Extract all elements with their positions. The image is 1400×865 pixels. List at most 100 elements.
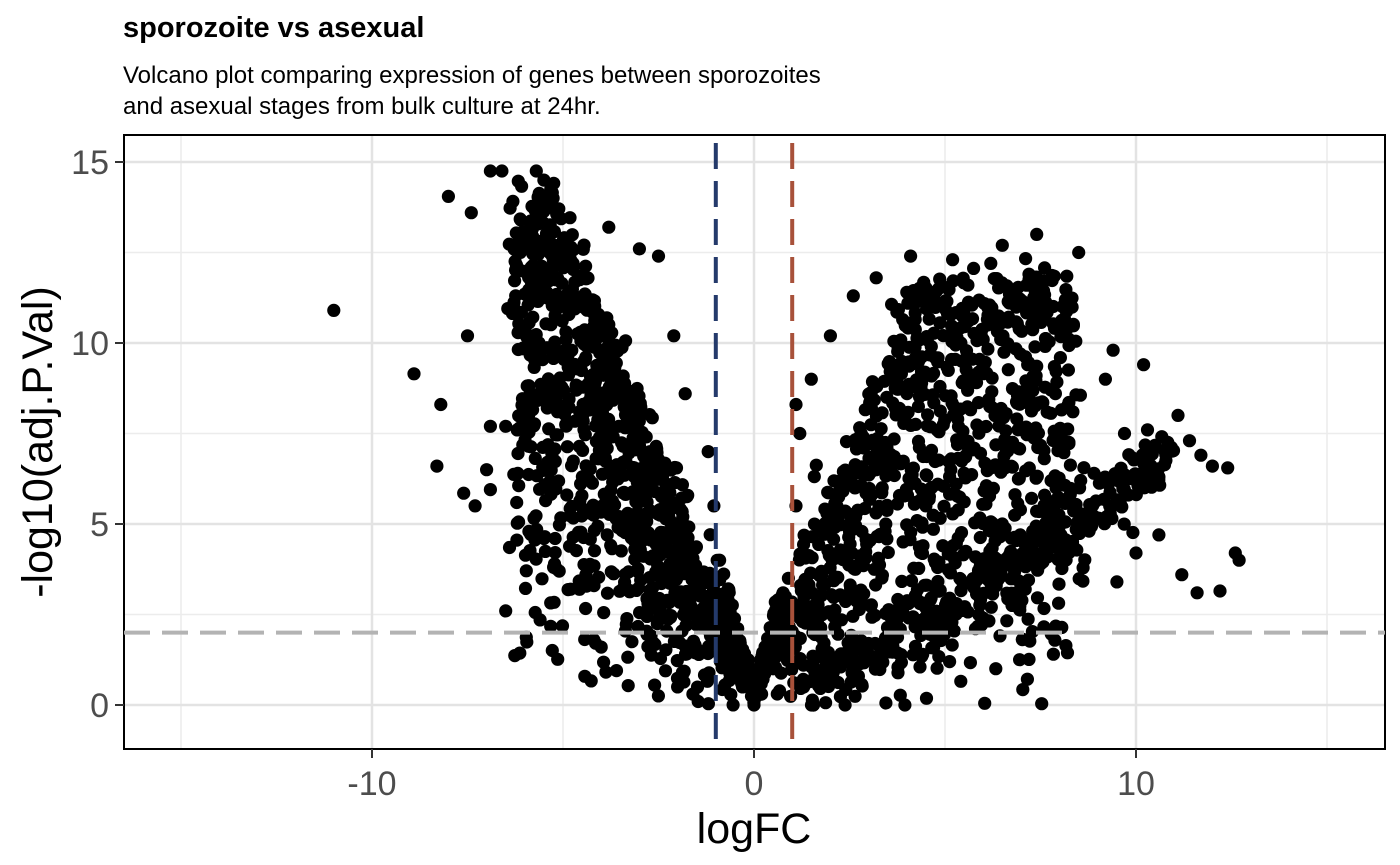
data-point bbox=[938, 413, 952, 427]
data-point bbox=[900, 316, 914, 330]
data-point bbox=[1152, 473, 1166, 487]
data-point bbox=[1000, 614, 1014, 628]
data-point bbox=[1019, 560, 1033, 574]
data-point bbox=[831, 627, 845, 641]
data-point bbox=[834, 660, 848, 674]
data-point bbox=[685, 607, 699, 621]
data-point bbox=[1063, 487, 1077, 501]
data-point bbox=[880, 532, 894, 546]
data-point bbox=[674, 537, 688, 551]
data-point bbox=[725, 631, 739, 645]
chart-title: sporozoite vs asexual bbox=[123, 12, 425, 44]
data-point bbox=[616, 455, 630, 469]
data-point bbox=[655, 530, 669, 545]
data-point bbox=[536, 460, 550, 474]
data-point bbox=[989, 523, 1004, 537]
data-point bbox=[1038, 261, 1052, 275]
data-point bbox=[850, 460, 864, 474]
data-point bbox=[901, 597, 916, 611]
data-point bbox=[868, 636, 882, 651]
data-point bbox=[834, 613, 849, 627]
data-point bbox=[1025, 625, 1039, 639]
data-point bbox=[989, 662, 1003, 676]
data-point bbox=[948, 352, 962, 366]
data-point bbox=[996, 329, 1010, 343]
data-point bbox=[1061, 332, 1076, 346]
data-point bbox=[1063, 458, 1077, 472]
data-point bbox=[618, 567, 632, 582]
data-point bbox=[767, 606, 781, 620]
data-point bbox=[912, 540, 927, 554]
data-point bbox=[1047, 321, 1062, 335]
data-point bbox=[1061, 363, 1075, 377]
data-point bbox=[1001, 435, 1015, 449]
data-point bbox=[909, 417, 923, 431]
data-point bbox=[988, 551, 1002, 565]
data-point bbox=[827, 474, 841, 488]
data-point bbox=[740, 661, 754, 675]
data-point bbox=[673, 595, 687, 609]
data-point bbox=[858, 501, 872, 516]
data-point bbox=[579, 459, 593, 473]
data-point bbox=[572, 582, 587, 596]
data-point bbox=[538, 263, 553, 277]
data-point bbox=[1033, 557, 1047, 571]
data-point bbox=[836, 553, 850, 567]
data-point bbox=[480, 463, 494, 477]
data-point bbox=[691, 694, 705, 709]
data-point bbox=[858, 403, 872, 417]
data-point bbox=[875, 486, 889, 500]
data-point bbox=[587, 544, 602, 558]
data-point bbox=[535, 572, 549, 586]
data-point bbox=[640, 591, 654, 606]
data-point bbox=[651, 249, 666, 263]
data-point bbox=[518, 581, 533, 596]
data-point bbox=[688, 579, 702, 594]
data-point bbox=[884, 359, 898, 373]
data-point bbox=[507, 274, 522, 288]
data-point bbox=[904, 249, 918, 263]
data-point bbox=[549, 240, 563, 254]
data-point bbox=[830, 499, 844, 513]
data-point bbox=[914, 482, 928, 496]
data-point bbox=[620, 524, 634, 538]
data-point bbox=[632, 443, 646, 457]
data-point bbox=[1098, 372, 1112, 386]
data-point bbox=[541, 438, 555, 452]
data-point bbox=[922, 312, 936, 326]
data-point bbox=[1128, 467, 1142, 481]
data-point bbox=[548, 335, 562, 349]
data-point bbox=[583, 575, 598, 589]
data-point bbox=[501, 302, 515, 316]
data-point bbox=[515, 179, 529, 193]
data-point bbox=[951, 531, 965, 545]
data-point bbox=[1066, 317, 1080, 331]
data-point bbox=[1005, 382, 1020, 396]
x-tick-label: -10 bbox=[347, 765, 396, 803]
data-point bbox=[959, 344, 974, 358]
data-point bbox=[793, 426, 807, 441]
data-point bbox=[865, 610, 879, 624]
data-point bbox=[1126, 451, 1140, 465]
data-point bbox=[981, 301, 995, 315]
data-point bbox=[548, 546, 562, 560]
data-point bbox=[1059, 533, 1073, 547]
data-point bbox=[510, 495, 524, 510]
data-point bbox=[942, 283, 956, 297]
data-point bbox=[643, 504, 658, 518]
data-point bbox=[954, 305, 968, 319]
data-point bbox=[1030, 469, 1044, 483]
data-point bbox=[946, 507, 960, 521]
data-point bbox=[1026, 371, 1040, 385]
data-point bbox=[1077, 461, 1091, 475]
data-point bbox=[483, 483, 497, 497]
data-point bbox=[1008, 488, 1022, 502]
data-point bbox=[904, 294, 918, 308]
data-point bbox=[956, 548, 970, 562]
data-point bbox=[557, 407, 572, 421]
data-point bbox=[1069, 497, 1083, 512]
data-point bbox=[940, 307, 955, 321]
data-point bbox=[716, 619, 730, 633]
data-point bbox=[945, 638, 959, 652]
data-point bbox=[949, 477, 963, 491]
